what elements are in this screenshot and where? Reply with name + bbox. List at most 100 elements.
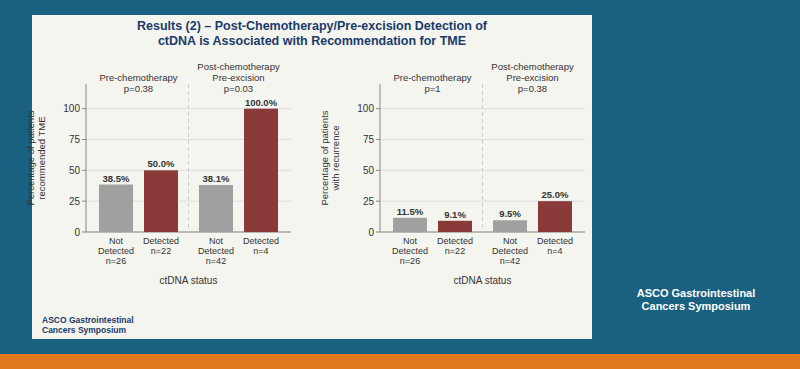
text-line: n=4	[547, 246, 562, 256]
text-line: ASCO Gastrointestinal	[42, 315, 134, 325]
text-line: Not	[109, 236, 124, 246]
x-tick-label: Detectedn=22	[143, 236, 179, 256]
text-line: Post-chemotherapy	[491, 61, 574, 72]
y-tick	[376, 139, 380, 140]
y-tick-label: 75	[69, 134, 81, 145]
y-tick	[82, 201, 86, 202]
text-line: Pre-excision	[212, 72, 264, 83]
data-label: 9.1%	[444, 209, 466, 220]
text-line: Percentage of patients	[319, 110, 330, 205]
x-tick-label: NotDetectedn=26	[392, 236, 428, 266]
chart: 025507510011.5%9.1%9.5%25.0%NotDetectedn…	[319, 61, 755, 312]
x-tick-label: Detectedn=4	[243, 236, 279, 256]
text-line: Detected	[537, 236, 573, 246]
y-tick-label: 100	[63, 103, 80, 114]
text-line: Not	[403, 236, 418, 246]
p-value: p=0.38	[518, 83, 547, 94]
data-label: 100.0%	[245, 97, 278, 108]
text-line: Detected	[198, 246, 234, 256]
bar	[144, 170, 178, 232]
text-line: Not	[209, 236, 224, 246]
slide-background	[0, 0, 800, 369]
p-value: p=0.03	[224, 83, 253, 94]
y-tick-label: 25	[69, 196, 81, 207]
text-line: Percentage of patients	[25, 110, 36, 205]
text-line: Cancers Symposium	[42, 325, 127, 335]
text-line: Detected	[492, 246, 528, 256]
y-axis-line	[86, 84, 87, 232]
group-separator	[188, 84, 189, 232]
text-line: Cancers Symposium	[642, 300, 751, 312]
p-value: p=0.38	[124, 83, 153, 94]
bar	[244, 109, 278, 232]
side-logo-text: ASCO GastrointestinalCancers Symposium	[637, 287, 756, 312]
p-value: p=1	[424, 83, 440, 94]
text-line: Detected	[392, 246, 428, 256]
y-tick-label: 0	[74, 227, 80, 238]
y-axis-line	[380, 84, 381, 232]
group-label: Post-chemotherapyPre-excision	[197, 61, 280, 83]
text-line: Detected	[143, 236, 179, 246]
y-tick	[82, 108, 86, 109]
y-tick	[82, 170, 86, 171]
text-line: Pre-chemotherapy	[99, 72, 177, 83]
text-line: n=26	[106, 256, 126, 266]
group-separator	[482, 84, 483, 232]
text-line: Not	[503, 236, 518, 246]
grid-line	[380, 139, 585, 140]
text-line: Detected	[98, 246, 134, 256]
y-tick-label: 75	[363, 134, 375, 145]
bar	[538, 201, 572, 232]
chart: Results (2) – Post-Chemotherapy/Pre-exci…	[25, 19, 488, 335]
y-tick	[376, 108, 380, 109]
data-label: 38.5%	[103, 173, 130, 184]
text-line: n=22	[445, 246, 465, 256]
text-line: with recurrence	[330, 126, 341, 192]
y-tick	[376, 170, 380, 171]
text-line: Pre-chemotherapy	[393, 72, 471, 83]
data-label: 50.0%	[148, 158, 175, 169]
content-area	[32, 15, 592, 339]
group-label: Post-chemotherapyPre-excision	[491, 61, 574, 83]
text-line: ASCO Gastrointestinal	[637, 287, 756, 299]
text-line: n=4	[253, 246, 268, 256]
y-tick-label: 100	[357, 103, 374, 114]
text-line: Detected	[243, 236, 279, 246]
text-line: n=22	[151, 246, 171, 256]
data-label: 11.5%	[397, 206, 424, 217]
bar	[393, 218, 427, 232]
data-label: 25.0%	[542, 189, 569, 200]
data-label: 9.5%	[499, 208, 521, 219]
y-tick-label: 50	[363, 165, 375, 176]
bar	[99, 185, 133, 232]
y-tick-label: 25	[363, 196, 375, 207]
text-line: Detected	[437, 236, 473, 246]
y-tick	[82, 232, 86, 233]
group-label: Pre-chemotherapy	[99, 72, 177, 83]
text-line: n=42	[500, 256, 520, 266]
text-line: Post-chemotherapy	[197, 61, 280, 72]
x-tick-label: NotDetectedn=42	[492, 236, 528, 266]
x-tick-label: NotDetectedn=42	[198, 236, 234, 266]
x-axis-label: ctDNA status	[160, 275, 218, 286]
bars	[393, 201, 572, 232]
slide: Results (2) – Post-Chemotherapy/Pre-exci…	[0, 0, 800, 369]
x-tick-label: Detectedn=4	[537, 236, 573, 256]
y-axis-label: Percentage of patientsrecommended TME	[25, 110, 47, 205]
footer: ASCO GastrointestinalCancers Symposium	[42, 315, 134, 335]
data-label: 38.1%	[203, 173, 230, 184]
x-tick-label: Detectedn=22	[437, 236, 473, 256]
accent-bar	[0, 354, 800, 369]
text-line: n=42	[206, 256, 226, 266]
bar	[199, 185, 233, 232]
group-label: Pre-chemotherapy	[393, 72, 471, 83]
y-tick	[376, 201, 380, 202]
x-tick-label: NotDetectedn=26	[98, 236, 134, 266]
text-line: recommended TME	[36, 116, 47, 199]
text-line: ctDNA is Associated with Recommendation …	[158, 34, 466, 48]
text-line: Results (2) – Post-Chemotherapy/Pre-exci…	[137, 19, 488, 33]
y-axis-label: Percentage of patientswith recurrence	[319, 110, 341, 205]
bar	[438, 221, 472, 232]
bar	[493, 220, 527, 232]
bars	[99, 109, 278, 232]
